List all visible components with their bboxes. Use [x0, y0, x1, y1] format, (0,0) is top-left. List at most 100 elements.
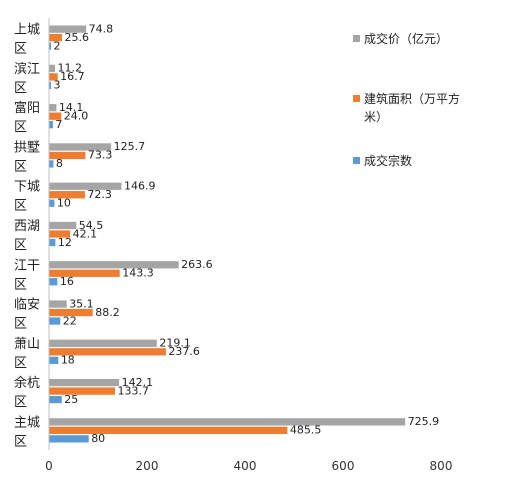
bar-series-0 [49, 221, 77, 230]
bar-series-2 [49, 395, 62, 404]
bar-series-0 [49, 182, 122, 190]
data-label: 54.5 [79, 219, 104, 232]
bar-series-1 [49, 269, 120, 277]
data-label: 42.1 [73, 227, 98, 240]
bar-series-0 [49, 261, 179, 269]
bar-series-2 [49, 160, 54, 168]
category-label: 主城 [14, 415, 40, 430]
bar-series-1 [49, 191, 85, 199]
data-label: 12 [58, 236, 72, 249]
bar-series-1 [49, 112, 62, 120]
x-tick-label: 800 [430, 459, 453, 473]
data-label: 237.6 [168, 345, 200, 358]
data-label: 142.1 [122, 376, 154, 389]
x-tick-label: 600 [332, 459, 355, 473]
data-label: 133.7 [118, 384, 150, 397]
data-label: 16.7 [60, 70, 85, 83]
data-label: 7 [55, 118, 62, 131]
data-label: 74.8 [89, 22, 114, 35]
category-label: 区 [14, 317, 27, 332]
category-label: 下城 [14, 180, 40, 195]
bar-series-2 [49, 356, 59, 364]
legend-swatch-count [353, 157, 360, 164]
bar-series-1 [49, 33, 63, 42]
data-label: 125.7 [114, 140, 146, 153]
data-label: 3 [54, 79, 61, 92]
category-label: 滨江 [14, 61, 40, 77]
bar-series-1 [49, 426, 288, 435]
data-label: 22 [63, 314, 77, 327]
bar-series-2 [49, 121, 53, 129]
data-label: 8 [56, 157, 63, 170]
data-label: 88.2 [95, 306, 120, 319]
bar-series-2 [49, 238, 56, 247]
bar-series-0 [49, 300, 67, 308]
bar-series-2 [49, 81, 51, 90]
bar-series-1 [49, 151, 86, 160]
category-label: 余杭 [14, 375, 40, 391]
category-label: 萧山 [14, 337, 40, 352]
data-label: 80 [91, 432, 105, 445]
bar-series-1 [49, 73, 58, 81]
category-label: 富阳 [14, 100, 40, 116]
bar-series-1 [49, 348, 166, 356]
legend-item-area: 建筑面积（万平方 米） [353, 90, 493, 126]
legend-item-count: 成交宗数 [353, 152, 493, 170]
legend-label-price: 成交价（亿元） [364, 32, 449, 46]
data-label: 16 [60, 275, 74, 288]
legend-swatch-area [353, 95, 360, 102]
bar-series-0 [49, 143, 112, 151]
data-label: 14.1 [59, 101, 83, 114]
category-label: 区 [14, 277, 27, 292]
category-label: 上城 [14, 23, 40, 38]
data-label: 263.6 [181, 258, 213, 271]
legend-item-price: 成交价（亿元） [353, 30, 493, 48]
category-label: 区 [14, 395, 27, 410]
bar-series-0 [49, 418, 406, 426]
bar-series-2 [49, 199, 55, 207]
category-label: 区 [14, 81, 27, 96]
category-label: 区 [14, 238, 27, 253]
category-label: 拱墅 [14, 140, 40, 155]
bar-series-0 [49, 378, 120, 387]
legend-label-area-line1: 建筑面积（万平方 [364, 92, 461, 106]
data-label: 219.1 [159, 337, 191, 350]
category-label: 西湖 [14, 219, 40, 234]
category-label: 江干 [14, 258, 40, 273]
bar-series-1 [49, 230, 71, 238]
data-label: 25.6 [65, 31, 90, 44]
bar-series-2 [49, 278, 58, 286]
bar-series-2 [49, 42, 51, 50]
x-tick-label: 0 [45, 459, 53, 473]
category-label: 临安 [14, 298, 40, 313]
data-label: 18 [61, 354, 75, 367]
bar-series-0 [49, 104, 57, 112]
category-label: 区 [14, 42, 27, 57]
data-label: 24.0 [64, 109, 88, 122]
category-label: 区 [14, 120, 27, 135]
legend-label-area-line2: 米） [364, 110, 389, 124]
data-label: 72.3 [87, 188, 112, 201]
bar-series-2 [49, 317, 61, 325]
data-label: 485.5 [290, 424, 322, 437]
data-label: 143.3 [122, 267, 154, 280]
legend-label-count: 成交宗数 [364, 154, 413, 168]
x-tick-label: 200 [136, 459, 159, 473]
bar-series-2 [49, 435, 89, 443]
data-label: 35.1 [69, 297, 94, 310]
data-label: 146.9 [124, 179, 156, 192]
category-label: 区 [14, 199, 27, 214]
x-tick-label: 400 [234, 459, 257, 473]
data-label: 11.2 [57, 62, 82, 75]
category-label: 区 [14, 159, 27, 174]
bar-series-1 [49, 387, 116, 395]
data-label: 73.3 [88, 149, 113, 162]
data-label: 725.9 [408, 415, 440, 428]
bar-series-0 [49, 25, 87, 33]
bar-series-1 [49, 308, 93, 317]
category-label: 区 [14, 356, 27, 371]
data-label: 10 [57, 196, 71, 209]
legend-swatch-price [353, 35, 360, 42]
bar-series-0 [49, 64, 55, 73]
